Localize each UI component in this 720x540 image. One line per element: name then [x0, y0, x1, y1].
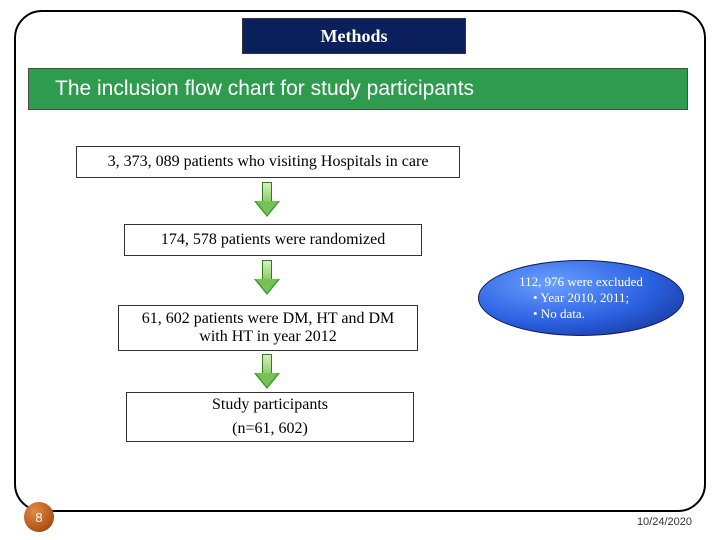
page-number-badge: 8	[24, 502, 54, 532]
flow-node-line1: Study participants	[212, 393, 328, 417]
methods-header-box: Methods	[242, 18, 466, 54]
flow-arrow-icon	[254, 260, 280, 296]
flow-node-randomized: 174, 578 patients were randomized	[124, 224, 422, 256]
methods-label: Methods	[321, 26, 388, 47]
flow-node-label: 174, 578 patients were randomized	[161, 231, 385, 249]
exclusion-callout: 112, 976 were excluded • Year 2010, 2011…	[478, 260, 684, 336]
flow-node-total-patients: 3, 373, 089 patients who visiting Hospit…	[76, 146, 460, 178]
exclusion-bullet: • Year 2010, 2011;	[493, 290, 669, 306]
page-number: 8	[35, 510, 42, 525]
flow-arrow-icon	[254, 354, 280, 390]
flow-node-label: 61, 602 patients were DM, HT and DM with…	[127, 310, 409, 347]
exclusion-title: 112, 976 were excluded	[519, 274, 643, 290]
footer-date: 10/24/2020	[637, 516, 692, 528]
flow-node-dm-ht-2012: 61, 602 patients were DM, HT and DM with…	[118, 305, 418, 351]
flow-arrow-icon	[254, 182, 280, 218]
flow-node-label: 3, 373, 089 patients who visiting Hospit…	[108, 153, 429, 171]
flow-node-line2: (n=61, 602)	[232, 417, 308, 441]
subtitle-bar: The inclusion flow chart for study parti…	[28, 68, 688, 110]
exclusion-bullet: • No data.	[493, 306, 669, 322]
subtitle-text: The inclusion flow chart for study parti…	[55, 77, 474, 101]
flow-node-study-participants: Study participants (n=61, 602)	[126, 392, 414, 442]
